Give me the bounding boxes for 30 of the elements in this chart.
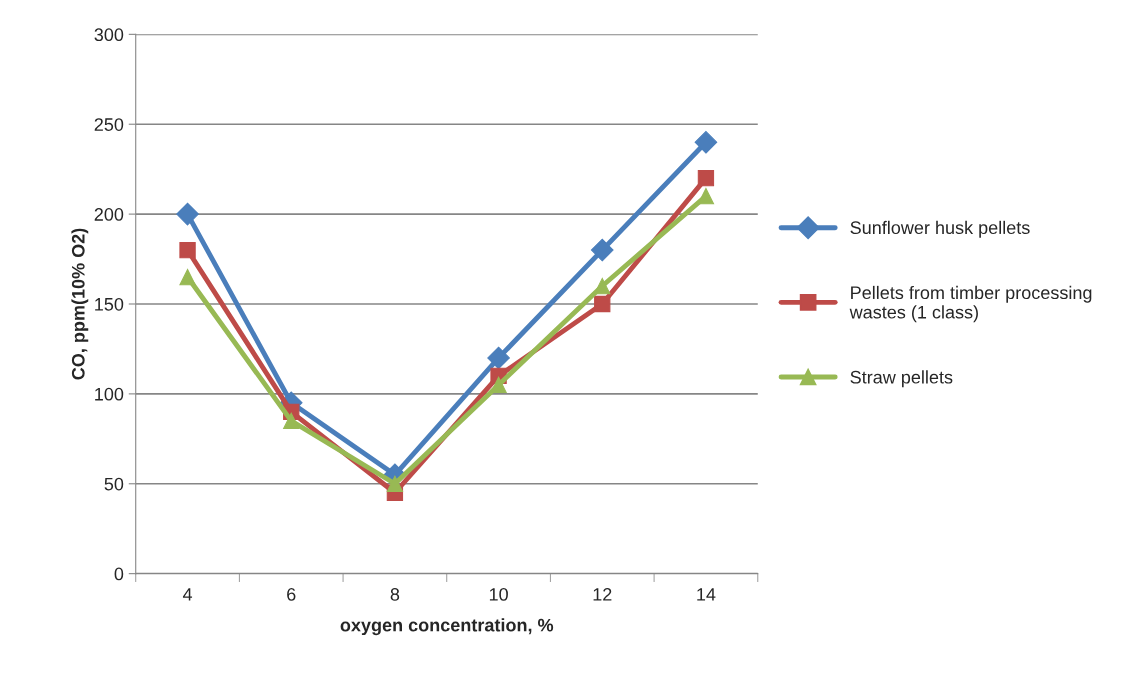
x-tick-label: 12 bbox=[593, 588, 612, 601]
x-axis-title: oxygen concentration, % bbox=[340, 618, 554, 636]
point bbox=[590, 238, 614, 262]
y-tick-label: 100 bbox=[95, 387, 124, 401]
point bbox=[179, 241, 196, 259]
point bbox=[694, 130, 718, 154]
y-tick-label: 250 bbox=[94, 118, 124, 131]
point bbox=[179, 268, 196, 286]
y-tick-label: 50 bbox=[104, 477, 124, 491]
point bbox=[176, 202, 199, 226]
legend-label: Pellets from timber processing wastes (1 class) bbox=[849, 285, 1092, 323]
y-tick-label: 150 bbox=[95, 297, 124, 311]
point bbox=[487, 346, 510, 370]
x-tick-label: 8 bbox=[390, 588, 400, 601]
point bbox=[386, 475, 404, 492]
point bbox=[490, 376, 507, 394]
legend-label: Sunflower husk pellets bbox=[850, 220, 1030, 238]
point bbox=[283, 412, 300, 429]
point bbox=[594, 295, 611, 313]
x-tick-label: 4 bbox=[182, 588, 193, 601]
y-tick-label: 300 bbox=[94, 28, 124, 42]
x-tick-label: 10 bbox=[489, 588, 508, 601]
y-tick-label: 200 bbox=[94, 208, 124, 221]
point bbox=[697, 170, 715, 187]
legend-label: Straw pellets bbox=[850, 370, 953, 388]
point bbox=[594, 277, 611, 295]
x-tick-label: 14 bbox=[697, 588, 716, 601]
y-axis-title: CO, ppm(10% O2) bbox=[71, 228, 89, 380]
y-tick-label: 0 bbox=[114, 567, 124, 581]
x-tick-label: 6 bbox=[287, 588, 296, 601]
